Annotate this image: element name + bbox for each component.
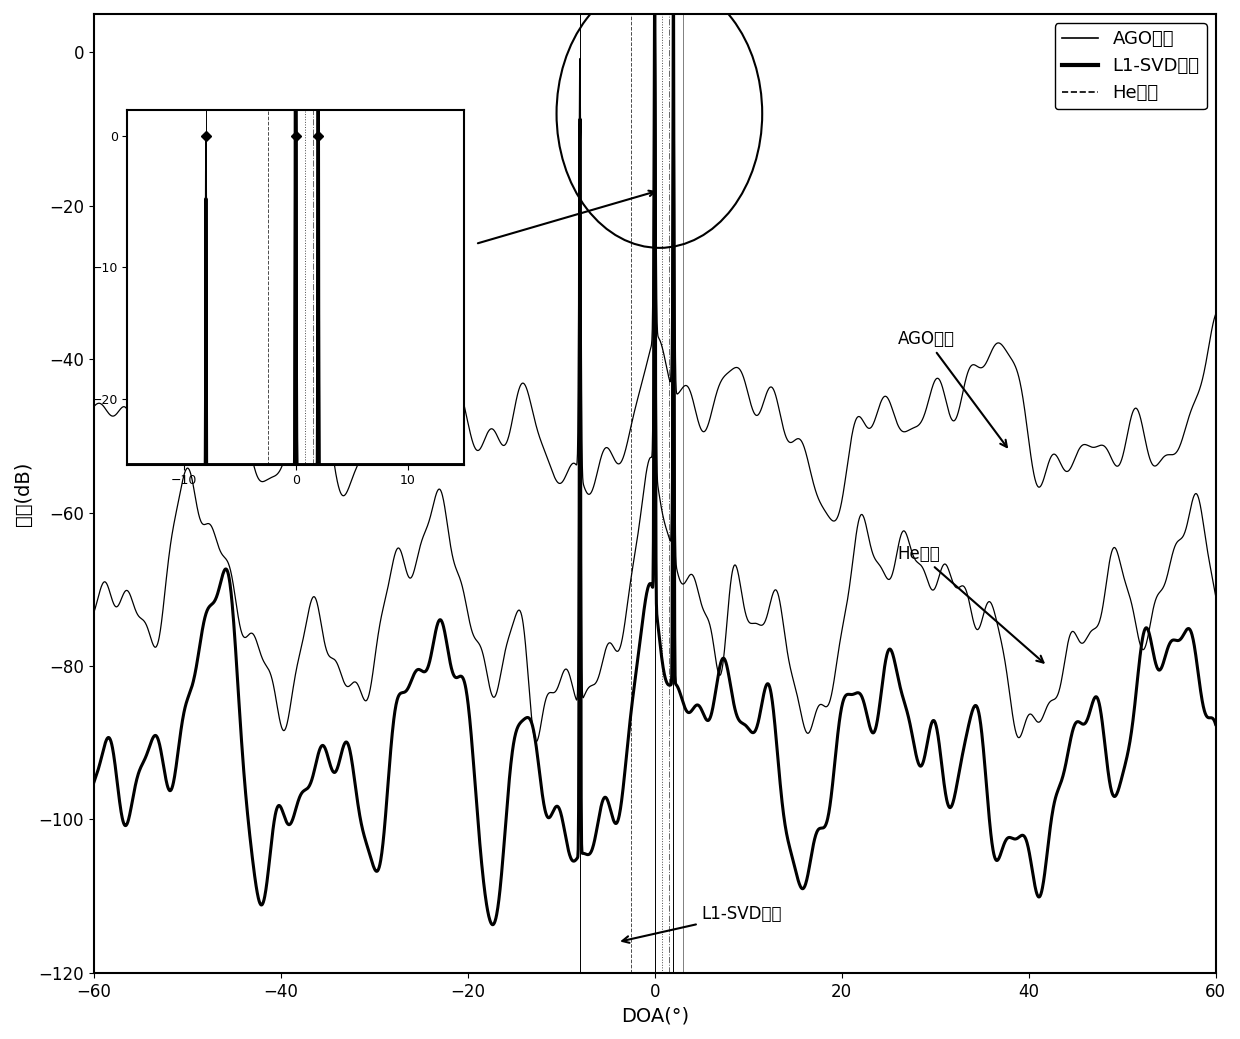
L1-SVD方法 [1066,722,1081,735]
AGO方法 [647,7,662,20]
AGO方法 [87,400,102,412]
Line: L1-SVD方法: L1-SVD方法 [94,14,1215,925]
He方法 [1208,589,1223,602]
Text: He方法: He方法 [898,544,1044,663]
L1-SVD方法 [517,713,532,725]
L1-SVD方法 [87,776,102,789]
He方法 [565,682,580,694]
AGO方法 [826,514,841,527]
L1-SVD方法 [1208,718,1223,730]
X-axis label: DOA(°): DOA(°) [621,1006,688,1025]
AGO方法 [1066,456,1081,469]
He方法 [87,607,102,619]
AGO方法 [1208,309,1223,321]
Legend: AGO方法, L1-SVD方法, He方法: AGO方法, L1-SVD方法, He方法 [1054,23,1207,109]
AGO方法 [281,441,296,453]
AGO方法 [1187,396,1202,408]
AGO方法 [517,377,532,390]
Text: AGO方法: AGO方法 [898,329,1007,447]
Y-axis label: 功率(dB): 功率(dB) [14,461,33,526]
Text: L1-SVD方法: L1-SVD方法 [622,905,782,942]
He方法 [529,736,544,748]
L1-SVD方法 [281,818,296,830]
Line: AGO方法: AGO方法 [94,14,1215,521]
L1-SVD方法 [485,918,500,931]
He方法 [215,548,229,560]
He方法 [1066,625,1081,638]
L1-SVD方法 [215,571,229,584]
L1-SVD方法 [647,7,662,20]
He方法 [647,7,662,20]
AGO方法 [215,435,229,448]
AGO方法 [565,457,580,470]
He方法 [1187,489,1202,502]
L1-SVD方法 [565,855,580,868]
L1-SVD方法 [1187,639,1202,651]
He方法 [517,623,532,636]
He方法 [281,712,296,724]
Line: He方法: He方法 [94,14,1215,742]
